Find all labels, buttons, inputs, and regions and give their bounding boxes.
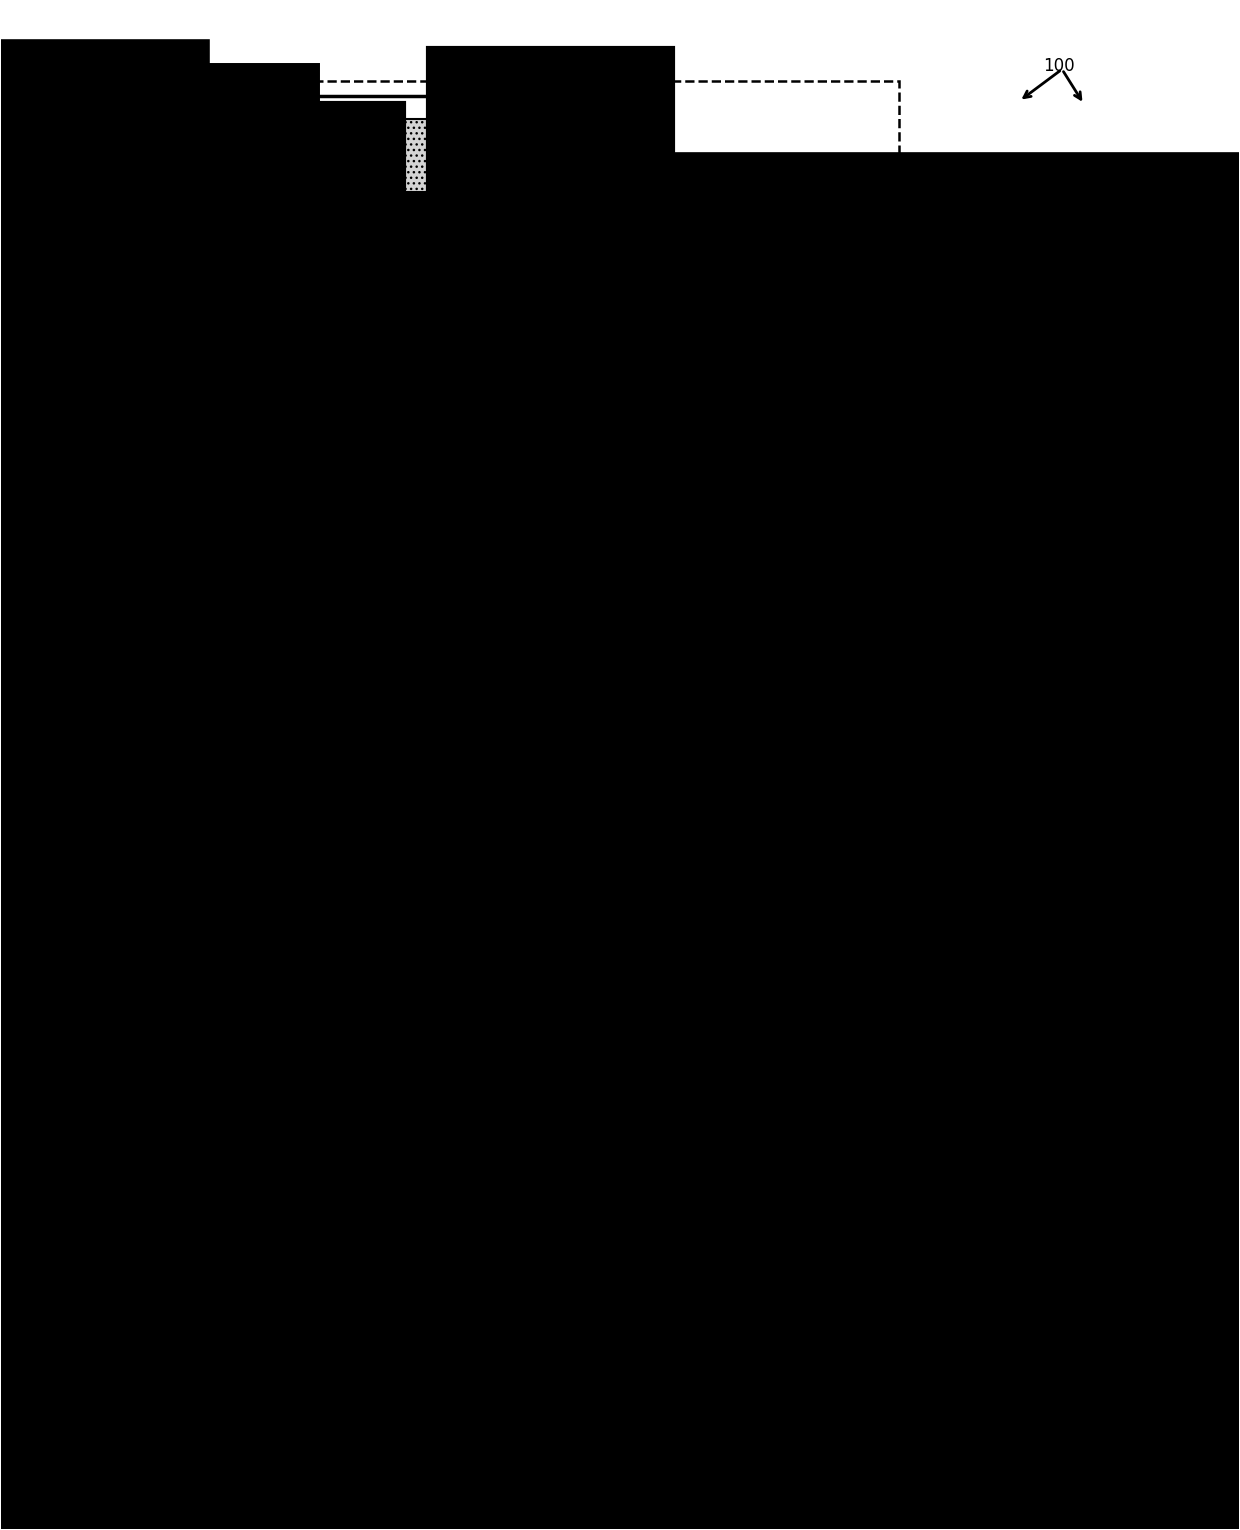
Text: >X: >X <box>761 598 779 609</box>
Text: 152: 152 <box>536 1305 560 1317</box>
Bar <box>279 249 306 349</box>
Text: 113B: 113B <box>131 314 167 327</box>
Text: 121: 121 <box>138 756 161 768</box>
Bar <box>758 598 816 636</box>
Text: ~131: ~131 <box>255 1161 290 1174</box>
Text: 141: 141 <box>675 621 698 635</box>
Text: 129: 129 <box>626 575 650 589</box>
Text: 127: 127 <box>645 822 668 834</box>
Text: 135A,B: 135A,B <box>64 823 109 837</box>
Circle shape <box>653 609 661 617</box>
Bar <box>618 266 627 476</box>
Text: ~126: ~126 <box>702 513 737 525</box>
Text: 117: 117 <box>635 249 658 263</box>
Bar <box>546 84 640 162</box>
Text: 110: 110 <box>92 109 129 127</box>
Text: 143: 143 <box>713 565 737 577</box>
Text: 存储器: 存储器 <box>201 1241 231 1258</box>
Circle shape <box>639 796 647 803</box>
Circle shape <box>644 597 671 624</box>
Bar <box>71 148 226 237</box>
Text: 激光器: 激光器 <box>135 165 162 181</box>
Text: 处理器: 处理器 <box>196 1112 226 1131</box>
Bar <box>627 500 686 548</box>
Text: 136: 136 <box>618 63 641 76</box>
Bar <box>378 600 469 620</box>
Bar <box>396 249 405 349</box>
Text: 142: 142 <box>688 638 712 652</box>
Bar <box>71 272 226 361</box>
Text: 123: 123 <box>531 135 557 148</box>
Circle shape <box>610 796 618 803</box>
Text: 151: 151 <box>692 1118 715 1131</box>
Bar <box>50 96 613 780</box>
Text: 118: 118 <box>508 263 532 275</box>
Circle shape <box>727 796 734 803</box>
Bar <box>63 1069 522 1458</box>
Text: Z: Z <box>725 594 734 607</box>
Text: 100: 100 <box>1043 57 1075 75</box>
Bar <box>61 109 246 638</box>
Text: 114: 114 <box>279 190 303 202</box>
Circle shape <box>668 796 676 803</box>
Text: 112: 112 <box>610 170 634 182</box>
Text: 145: 145 <box>852 610 878 624</box>
Text: 116: 116 <box>334 379 357 392</box>
Circle shape <box>551 796 559 803</box>
Text: 153: 153 <box>486 499 510 513</box>
Ellipse shape <box>350 249 367 369</box>
Text: 130: 130 <box>201 1082 231 1097</box>
Text: 149: 149 <box>441 384 465 398</box>
Bar <box>249 119 618 666</box>
Text: 120: 120 <box>249 549 273 562</box>
Bar <box>31 81 899 809</box>
Text: 137: 137 <box>692 1193 715 1206</box>
Text: 存储器: 存储器 <box>694 1297 724 1316</box>
Circle shape <box>697 796 706 803</box>
Text: 124: 124 <box>616 483 640 497</box>
Text: 激光器: 激光器 <box>135 289 162 304</box>
Bar <box>668 603 713 617</box>
Bar <box>469 603 622 617</box>
Text: 119: 119 <box>435 609 459 621</box>
Bar <box>543 800 771 814</box>
Text: 132~: 132~ <box>81 1337 115 1351</box>
Text: 113A: 113A <box>131 190 167 203</box>
Text: 144: 144 <box>807 574 831 588</box>
Text: 152: 152 <box>551 1308 574 1322</box>
Bar <box>822 591 908 646</box>
Text: 115: 115 <box>578 349 601 363</box>
Circle shape <box>755 796 764 803</box>
Bar <box>211 568 391 684</box>
Text: 148: 148 <box>456 222 480 236</box>
Text: 系统: 系统 <box>1039 451 1059 470</box>
Text: 190: 190 <box>692 1328 727 1346</box>
Text: 样品定位: 样品定位 <box>1029 422 1069 439</box>
Circle shape <box>580 796 588 803</box>
Text: 143: 143 <box>750 574 774 588</box>
Text: 146: 146 <box>745 572 769 584</box>
Circle shape <box>546 360 564 378</box>
Text: ~133: ~133 <box>94 1242 128 1256</box>
Bar <box>713 592 750 640</box>
Text: ~134: ~134 <box>255 1282 290 1296</box>
Text: 122: 122 <box>102 480 125 494</box>
Text: ~128: ~128 <box>780 724 813 736</box>
Ellipse shape <box>319 249 353 369</box>
Bar <box>149 1268 237 1331</box>
Text: 140: 140 <box>1030 482 1068 499</box>
Text: 150: 150 <box>347 598 371 612</box>
Bar <box>149 1144 237 1232</box>
Bar <box>620 1279 797 1377</box>
Text: 147: 147 <box>250 234 275 248</box>
Text: 125: 125 <box>689 294 713 308</box>
Text: 111: 111 <box>579 118 605 132</box>
